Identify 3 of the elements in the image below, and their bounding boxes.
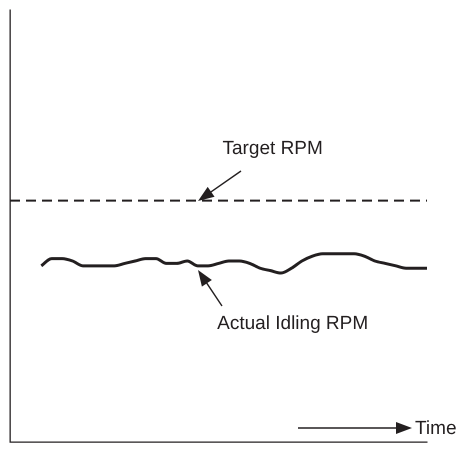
legend-label: Actual Idling RPM: [217, 313, 368, 334]
x-axis-title: Time: [415, 418, 457, 440]
text: Target RPM: [222, 138, 323, 159]
